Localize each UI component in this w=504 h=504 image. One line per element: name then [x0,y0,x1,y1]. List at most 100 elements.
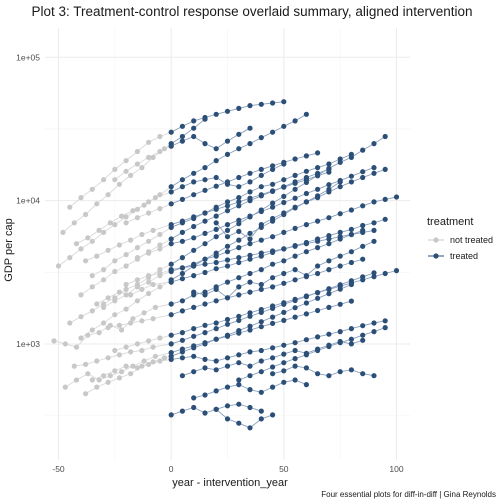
treated-point [270,261,276,267]
treated-point [303,153,309,159]
treated-point [281,351,287,357]
treated-point [326,267,332,273]
treated-point [315,150,321,156]
not-treated-point [141,310,147,316]
treated-point [179,184,185,190]
not-treated-point [134,206,140,212]
not-treated-point [85,371,91,377]
not-treated-point [78,195,84,201]
treated-point [202,392,208,398]
not-treated-point [123,252,129,258]
treated-point [213,234,219,240]
treated-point [191,395,197,401]
treated-point [258,184,264,190]
treated-point [326,343,332,350]
not-treated-point [105,355,111,361]
treated-point [213,158,219,164]
not-treated-point [123,220,129,226]
treated-point [179,196,185,202]
not-treated-point [105,295,111,301]
treated-point [337,301,343,307]
treated-point [292,204,298,210]
treated-point [303,365,309,371]
treated-point [236,377,242,383]
treated-point [258,319,264,325]
treated-point [315,186,321,192]
treated-point [348,280,354,286]
not-treated-point [123,281,129,288]
treated-point [382,318,388,324]
not-treated-point [157,231,163,238]
treated-point [224,333,231,339]
not-treated-point [139,363,145,369]
not-treated-point [130,208,136,214]
not-treated-point [128,371,134,377]
not-treated-point [157,335,163,341]
not-treated-point [94,301,100,307]
treated-point [315,236,321,242]
treated-point [236,401,242,407]
treated-point [202,241,208,247]
treated-point [247,349,253,355]
treated-point [168,350,174,356]
treated-point [348,336,354,342]
treated-point [247,252,253,258]
not-treated-point [105,379,111,385]
treated-point [303,177,309,183]
not-treated-point [73,344,80,350]
treated-point [393,268,400,274]
treated-point [371,274,377,280]
treated-point [258,347,264,354]
treated-point [270,320,276,326]
treated-point [360,222,366,229]
treated-point [292,243,298,249]
treated-point [348,179,354,185]
treated-point [258,324,264,330]
treated-point [270,129,276,135]
tick-labels: -50 0 50 100 1e+03 1e+04 1e+05 [16,52,404,474]
treated-point [270,303,276,309]
treated-point [371,373,377,379]
treated-point [179,255,185,261]
treated-point [168,279,174,285]
not-treated-point [94,358,100,364]
not-treated-point [157,133,163,140]
not-treated-point [146,361,152,367]
treated-point [270,188,276,194]
not-treated-point [119,327,125,333]
treated-point [303,352,309,358]
treated-point [168,356,174,362]
treated-point [292,377,298,383]
treated-point [247,179,253,185]
not-treated-point [94,384,100,390]
y-axis-title: GDP per cap [3,218,15,281]
treated-point [292,340,298,346]
not-treated-point [123,158,129,164]
treated-point [236,245,242,251]
treated-point [292,253,298,259]
grid [45,28,410,460]
not-treated-point [101,177,107,183]
treated-point [179,133,185,140]
not-treated-point [123,263,129,269]
treated-point [202,230,208,236]
treated-point [270,371,276,377]
treated-point [292,363,298,369]
treated-point [326,182,332,188]
not-treated-point [146,338,152,344]
treated-point [315,195,321,201]
treated-point [213,146,219,152]
treated-point [247,425,253,431]
not-treated-point [123,344,129,350]
not-treated-point [62,341,68,347]
legend-title: treatment [427,216,473,228]
not-treated-point [146,210,152,216]
chart-caption: Four essential plots for diff-in-diff | … [321,490,496,499]
treated-point [224,108,231,114]
treated-point [168,236,174,242]
not-treated-point [141,202,147,208]
treated-point [168,341,174,347]
not-treated-line [69,131,172,208]
treated-point [258,253,264,259]
treated-point [224,363,231,369]
